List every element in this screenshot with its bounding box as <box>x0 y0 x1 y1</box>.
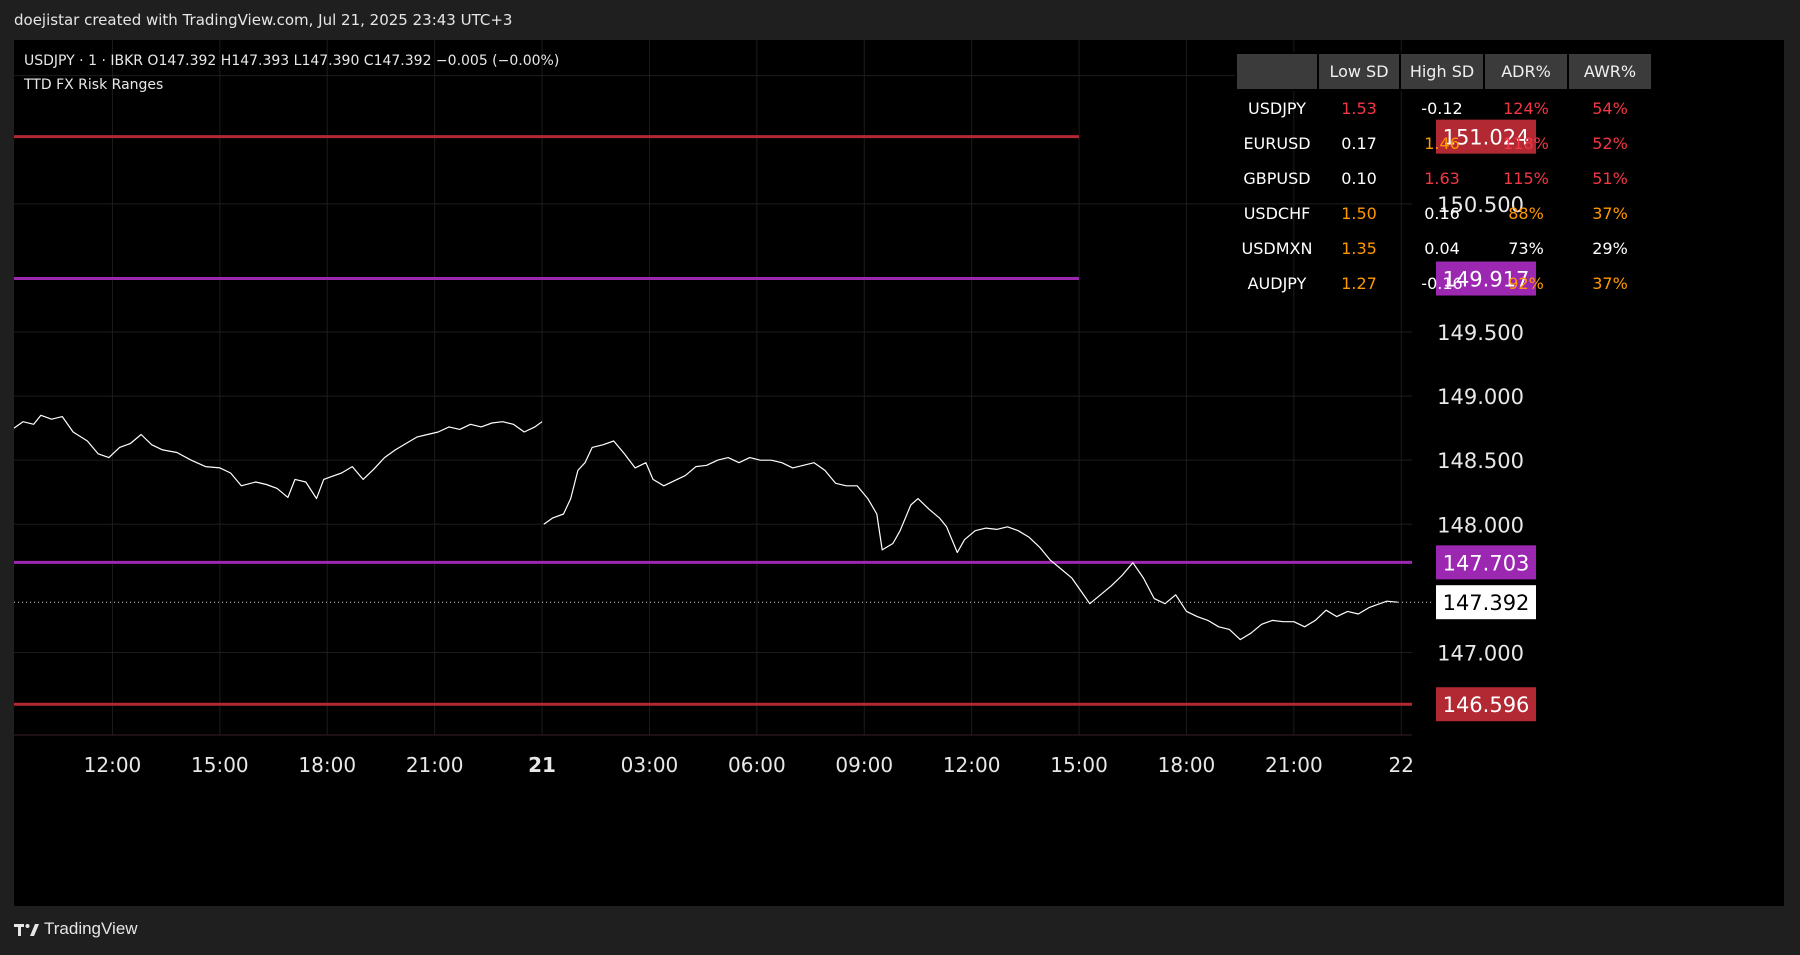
table-row: USDJPY 1.53 -0.12 124% 54% <box>1236 90 1652 126</box>
awr-cell: 37% <box>1592 204 1628 223</box>
grid-lines <box>14 40 1412 736</box>
price-line-segment <box>543 440 1398 641</box>
price-chart[interactable]: 151.500150.500149.500149.000148.500148.0… <box>14 40 1784 906</box>
awr-cell: 54% <box>1592 99 1628 118</box>
level-price-tag <box>1436 545 1536 580</box>
table-row: GBPUSD 0.10 1.63 115% 51% <box>1236 161 1652 196</box>
level-price-label: 146.596 <box>1443 693 1530 717</box>
header-low-sd: Low SD <box>1317 52 1401 91</box>
low-sd-cell: 1.35 <box>1341 239 1377 258</box>
row-symbol: GBPUSD <box>1243 169 1311 188</box>
low-sd-cell: 1.27 <box>1341 274 1377 293</box>
awr-cell: 52% <box>1592 134 1628 153</box>
adr-cell: 88% <box>1508 204 1544 223</box>
header-blank <box>1235 52 1319 91</box>
attribution-bar: doejistar created with TradingView.com, … <box>0 0 1800 40</box>
x-tick-label: 21:00 <box>1265 753 1323 777</box>
x-tick-label: 06:00 <box>728 753 786 777</box>
adr-cell: 118% <box>1503 134 1549 153</box>
attribution-text: doejistar created with TradingView.com, … <box>14 11 513 29</box>
symbol-ohlc-line[interactable]: USDJPY · 1 · IBKR O147.392 H147.393 L147… <box>24 53 560 69</box>
adr-cell: 92% <box>1508 274 1544 293</box>
table-row: AUDJPY 1.27 -0.16 92% 37% <box>1236 266 1652 301</box>
risk-ranges-table: Low SD High SD ADR% AWR% USDJPY 1.53 -0.12… <box>1235 52 1653 301</box>
level-price-tag <box>1436 687 1536 722</box>
current-price-tag <box>1436 585 1536 620</box>
x-tick-label: 21 <box>528 753 556 777</box>
current-price-label: 147.392 <box>1443 591 1530 615</box>
header-awr: AWR% <box>1567 52 1653 91</box>
awr-cell: 51% <box>1592 169 1628 188</box>
level-price-tag <box>1436 119 1536 154</box>
level-price-label: 151.024 <box>1443 126 1530 150</box>
adr-cell: 115% <box>1503 169 1549 188</box>
low-sd-cell: 0.10 <box>1341 169 1377 188</box>
x-tick-label: 18:00 <box>298 753 356 777</box>
row-symbol: AUDJPY <box>1247 274 1307 293</box>
high-sd-cell: -0.12 <box>1421 99 1463 118</box>
awr-cell: 29% <box>1592 239 1628 258</box>
x-tick-label: 15:00 <box>191 753 249 777</box>
adr-cell: 124% <box>1503 99 1549 118</box>
low-sd-cell: 1.50 <box>1341 204 1377 223</box>
tradingview-brand[interactable]: TradingView <box>14 919 138 939</box>
x-tick-label: 12:00 <box>943 753 1001 777</box>
level-price-tag <box>1436 261 1536 296</box>
high-sd-cell: -0.16 <box>1421 274 1463 293</box>
price-series <box>14 414 1434 641</box>
row-symbol: USDCHF <box>1243 204 1311 223</box>
y-tick-label: 148.000 <box>1437 513 1524 537</box>
x-tick-label: 09:00 <box>835 753 893 777</box>
y-tick-label: 149.500 <box>1437 321 1524 345</box>
table-row: EURUSD 0.17 1.46 118% 52% <box>1236 126 1652 161</box>
header-adr: ADR% <box>1483 52 1569 91</box>
low-sd-cell: 0.17 <box>1341 134 1377 153</box>
row-symbol: EURUSD <box>1243 134 1311 153</box>
level-price-label: 147.703 <box>1443 551 1530 575</box>
x-tick-label: 03:00 <box>621 753 679 777</box>
low-sd-cell: 1.53 <box>1341 99 1377 118</box>
header-high-sd: High SD <box>1399 52 1485 91</box>
x-tick-label: 18:00 <box>1158 753 1216 777</box>
table-header-row: Low SD High SD ADR% AWR% <box>1235 52 1653 91</box>
high-sd-cell: 0.04 <box>1424 239 1460 258</box>
x-tick-label: 15:00 <box>1050 753 1108 777</box>
high-sd-cell: 1.46 <box>1424 134 1460 153</box>
time-axis[interactable]: 12:00 15:00 18:00 21:00 21 03:00 06:00 09:00 12:… <box>84 753 1414 777</box>
awr-cell: 37% <box>1592 274 1628 293</box>
chart-legend: USDJPY · 1 · IBKR O147.392 H147.393 L147… <box>24 49 559 97</box>
x-tick-label: 22 <box>1389 753 1414 777</box>
x-tick-label: 12:00 <box>84 753 142 777</box>
price-axis[interactable]: 151.500150.500149.500149.000148.500148.0… <box>1436 65 1536 722</box>
adr-cell: 73% <box>1508 239 1544 258</box>
level-price-label: 149.917 <box>1443 268 1530 292</box>
high-sd-cell: 0.16 <box>1424 204 1460 223</box>
y-tick-label: 150.500 <box>1437 193 1524 217</box>
risk-range-levels <box>14 135 1412 706</box>
brand-label: TradingView <box>44 919 138 938</box>
table-row: USDMXN 1.35 0.04 73% 29% <box>1236 231 1652 266</box>
indicator-title[interactable]: TTD FX Risk Ranges <box>24 77 164 93</box>
footer-bar: TradingView <box>0 906 1800 955</box>
tradingview-logo-icon <box>14 923 39 936</box>
row-symbol: USDMXN <box>1241 239 1313 258</box>
high-sd-cell: 1.63 <box>1424 169 1460 188</box>
x-tick-label: 21:00 <box>406 753 464 777</box>
y-tick-label: 147.000 <box>1437 641 1524 665</box>
y-tick-label: 149.000 <box>1437 385 1524 409</box>
chart-area[interactable]: 151.500150.500149.500149.000148.500148.0… <box>14 40 1784 906</box>
row-symbol: USDJPY <box>1248 99 1306 118</box>
y-tick-label: 148.500 <box>1437 449 1524 473</box>
table-row: USDCHF 1.50 0.16 88% 37% <box>1236 196 1652 231</box>
price-line-segment <box>14 414 543 500</box>
